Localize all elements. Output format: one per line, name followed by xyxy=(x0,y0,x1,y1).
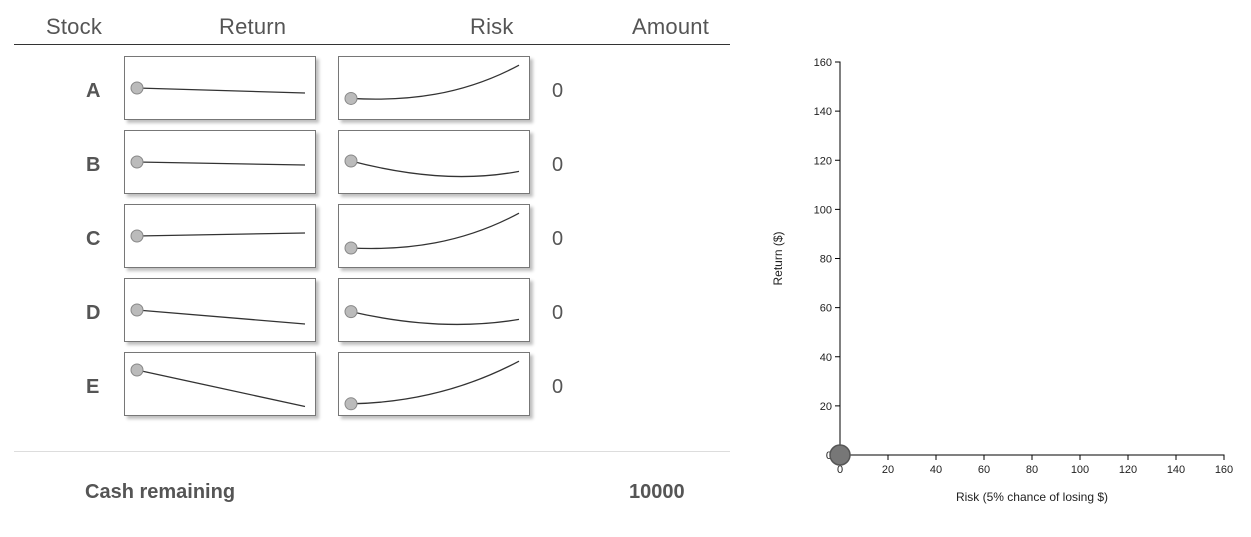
return-trend-line xyxy=(136,369,306,408)
risk-trend-curve xyxy=(350,64,520,100)
header-return: Return xyxy=(219,14,287,39)
risk-trend-curve xyxy=(350,212,520,250)
header-amount: Amount xyxy=(632,14,710,39)
return-marker xyxy=(130,155,144,169)
x-tick-label: 160 xyxy=(1215,464,1233,476)
return-marker xyxy=(130,81,144,95)
stock-amount[interactable]: 0 xyxy=(552,228,564,250)
x-tick-label: 120 xyxy=(1119,464,1137,476)
return-trend-line xyxy=(136,87,306,94)
return-trend-line xyxy=(136,232,306,237)
stock-name: E xyxy=(86,376,100,398)
x-tick-label: 60 xyxy=(978,464,990,476)
return-trend-line xyxy=(136,161,306,166)
risk-marker xyxy=(344,397,358,411)
return-marker xyxy=(130,229,144,243)
risk-trend-curve xyxy=(350,360,520,405)
risk-marker xyxy=(344,241,358,255)
stock-name: D xyxy=(86,302,101,324)
cash-remaining-label: Cash remaining xyxy=(85,481,236,503)
y-tick-label: 40 xyxy=(820,352,832,364)
header-stock: Stock xyxy=(46,14,103,39)
risk-marker xyxy=(344,91,358,105)
x-tick-label: 140 xyxy=(1167,464,1185,476)
risk-marker xyxy=(344,154,358,168)
header-divider xyxy=(14,44,730,45)
risk-trend-curve xyxy=(350,160,520,178)
risk-sparkline[interactable] xyxy=(338,352,530,416)
y-tick-label: 60 xyxy=(820,303,832,315)
x-axis-label: Risk (5% chance of losing $) xyxy=(956,490,1108,504)
return-trend-line xyxy=(136,309,306,325)
y-axis-label: Return ($) xyxy=(771,231,785,285)
stock-name: C xyxy=(86,228,101,250)
risk-sparkline[interactable] xyxy=(338,278,530,342)
x-tick-label: 80 xyxy=(1026,464,1038,476)
portfolio-point xyxy=(829,444,851,466)
x-tick-label: 0 xyxy=(837,464,843,476)
cash-divider xyxy=(14,451,730,452)
risk-marker xyxy=(344,305,358,319)
x-tick-label: 40 xyxy=(930,464,942,476)
x-tick-label: 20 xyxy=(882,464,894,476)
return-marker xyxy=(130,303,144,317)
return-sparkline[interactable] xyxy=(124,278,316,342)
risk-sparkline[interactable] xyxy=(338,204,530,268)
risk-trend-curve xyxy=(350,310,520,326)
risk-sparkline[interactable] xyxy=(338,130,530,194)
return-sparkline[interactable] xyxy=(124,352,316,416)
stock-amount[interactable]: 0 xyxy=(552,302,564,324)
y-tick-label: 20 xyxy=(820,401,832,413)
return-sparkline[interactable] xyxy=(124,130,316,194)
return-sparkline[interactable] xyxy=(124,204,316,268)
return-sparkline[interactable] xyxy=(124,56,316,120)
stock-name: A xyxy=(86,80,101,102)
header-risk: Risk xyxy=(470,14,514,39)
y-tick-label: 0 xyxy=(826,450,832,462)
risk-return-chart: 0 20 40 60 80 100 120 140 160 0 20 40 60 80 100 120 140 1… xyxy=(771,57,1233,504)
y-tick-label: 120 xyxy=(814,155,832,167)
stock-name: B xyxy=(86,154,101,176)
x-tick-label: 100 xyxy=(1071,464,1089,476)
stock-amount[interactable]: 0 xyxy=(552,80,564,102)
y-tick-label: 80 xyxy=(820,254,832,266)
y-tick-label: 140 xyxy=(814,106,832,118)
cash-remaining-value: 10000 xyxy=(629,481,685,503)
stock-amount[interactable]: 0 xyxy=(552,154,564,176)
y-tick-label: 100 xyxy=(814,204,832,216)
risk-sparkline[interactable] xyxy=(338,56,530,120)
y-tick-label: 160 xyxy=(814,57,832,69)
return-marker xyxy=(130,363,144,377)
stock-amount[interactable]: 0 xyxy=(552,376,564,398)
